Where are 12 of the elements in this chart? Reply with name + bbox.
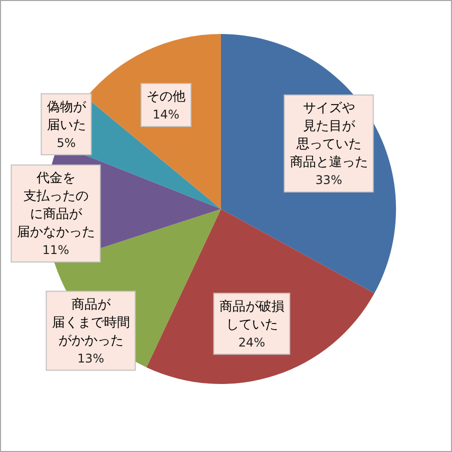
data-label: 5% bbox=[56, 136, 76, 150]
slice-label: その他 bbox=[146, 90, 186, 104]
data-label: 11% bbox=[42, 243, 70, 257]
data-label: 33% bbox=[315, 173, 342, 187]
data-label: 14% bbox=[152, 108, 180, 122]
slice-label: 商品が破損していた bbox=[219, 299, 284, 332]
data-label: 24% bbox=[238, 335, 266, 350]
slice-label: 商品が届くまで時間がかかった bbox=[52, 297, 130, 348]
slice-label: 代金を支払ったのに商品が届かなかった bbox=[16, 171, 95, 240]
slice-label: 偽物が届いた bbox=[46, 100, 87, 133]
data-label: 13% bbox=[77, 351, 104, 366]
slice-label: サイズや見た目が思っていた商品と違った bbox=[290, 101, 368, 170]
